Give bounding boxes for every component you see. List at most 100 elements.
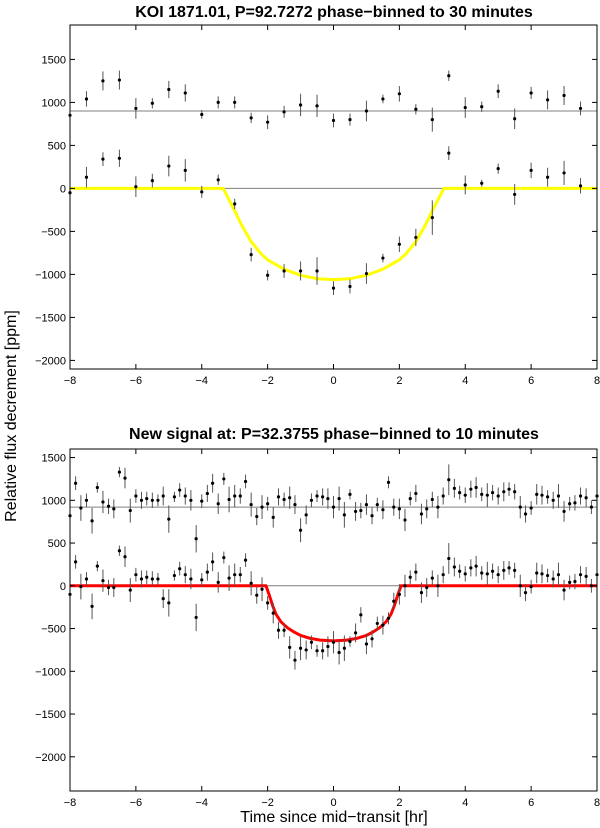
data-point <box>513 117 517 121</box>
data-point <box>150 101 154 105</box>
data-point <box>233 202 237 206</box>
data-point <box>535 492 539 496</box>
data-point <box>200 499 204 503</box>
data-point <box>447 478 451 482</box>
data-point <box>463 105 467 110</box>
data-point <box>167 601 171 605</box>
data-series <box>68 146 583 296</box>
data-point <box>502 568 506 573</box>
data-point <box>337 496 341 501</box>
data-point <box>266 120 270 124</box>
data-point <box>370 514 374 518</box>
data-point <box>513 490 517 494</box>
data-point <box>271 515 275 520</box>
data-point <box>167 517 171 521</box>
data-point <box>430 576 434 580</box>
data-point <box>172 573 177 578</box>
data-point <box>315 494 319 498</box>
data-point <box>216 178 220 182</box>
data-point <box>128 508 132 513</box>
data-point <box>222 555 226 560</box>
y-tick-label: 1500 <box>42 453 66 465</box>
x-axis-label: Time since mid−transit [hr] <box>240 809 427 826</box>
data-point <box>233 494 237 498</box>
data-point <box>178 567 182 571</box>
data-point <box>359 508 363 513</box>
data-point <box>441 494 445 498</box>
data-point <box>436 505 440 509</box>
data-point <box>452 565 456 569</box>
data-point <box>551 577 555 581</box>
data-point <box>233 573 237 577</box>
data-point <box>139 577 144 581</box>
data-point <box>156 498 160 502</box>
panel-2-title: New signal at: P=32.3755 phase−binned to… <box>129 426 539 443</box>
data-point <box>562 509 566 514</box>
data-point <box>414 235 418 240</box>
data-point <box>507 566 511 570</box>
y-tick-label: −1000 <box>35 666 66 678</box>
data-point <box>397 507 401 511</box>
data-point <box>578 184 583 188</box>
data-point <box>194 615 198 620</box>
x-tick-label: 8 <box>594 797 600 809</box>
data-point <box>216 502 220 506</box>
data-point <box>474 564 478 568</box>
y-tick-label: −500 <box>41 624 66 636</box>
x-tick-label: −6 <box>130 797 143 809</box>
data-point <box>474 485 478 490</box>
data-point <box>293 502 297 507</box>
data-point <box>490 491 495 495</box>
data-point <box>172 495 177 499</box>
data-point <box>342 513 346 517</box>
data-point <box>331 286 336 290</box>
data-point <box>463 493 467 497</box>
data-point <box>562 93 566 98</box>
data-point <box>452 486 456 490</box>
data-point <box>458 491 462 495</box>
data-point <box>167 164 171 168</box>
x-tick-label: 0 <box>330 797 336 809</box>
data-point <box>392 599 396 603</box>
data-point <box>282 497 286 502</box>
data-point <box>73 481 78 485</box>
data-point <box>243 479 248 484</box>
data-point <box>145 575 149 579</box>
data-point <box>298 528 303 532</box>
data-point <box>381 97 385 101</box>
data-point <box>238 494 242 498</box>
data-point <box>348 118 352 122</box>
x-tick-label: 0 <box>330 375 336 387</box>
data-point <box>496 494 500 498</box>
data-point <box>463 572 467 576</box>
data-point <box>331 118 336 123</box>
data-point <box>293 658 297 662</box>
data-point <box>326 496 330 501</box>
data-point <box>562 171 566 175</box>
data-point <box>315 269 319 273</box>
data-point <box>123 476 127 480</box>
data-point <box>364 642 369 646</box>
data-point <box>535 571 539 575</box>
x-tick-label: −8 <box>64 797 77 809</box>
data-point <box>545 175 550 179</box>
data-point <box>282 110 286 114</box>
data-point <box>568 580 572 584</box>
data-point <box>469 566 473 570</box>
data-point <box>194 537 198 541</box>
data-point <box>298 103 303 107</box>
data-point <box>161 597 165 601</box>
data-point <box>178 488 182 492</box>
data-point <box>403 518 407 522</box>
data-point <box>573 501 577 505</box>
x-tick-label: −2 <box>261 797 274 809</box>
data-point <box>161 494 165 498</box>
data-point <box>556 573 561 577</box>
data-point <box>507 487 511 491</box>
data-point <box>95 485 99 490</box>
y-tick-label: −2000 <box>35 752 66 764</box>
data-point <box>348 639 352 643</box>
data-point <box>381 256 385 260</box>
